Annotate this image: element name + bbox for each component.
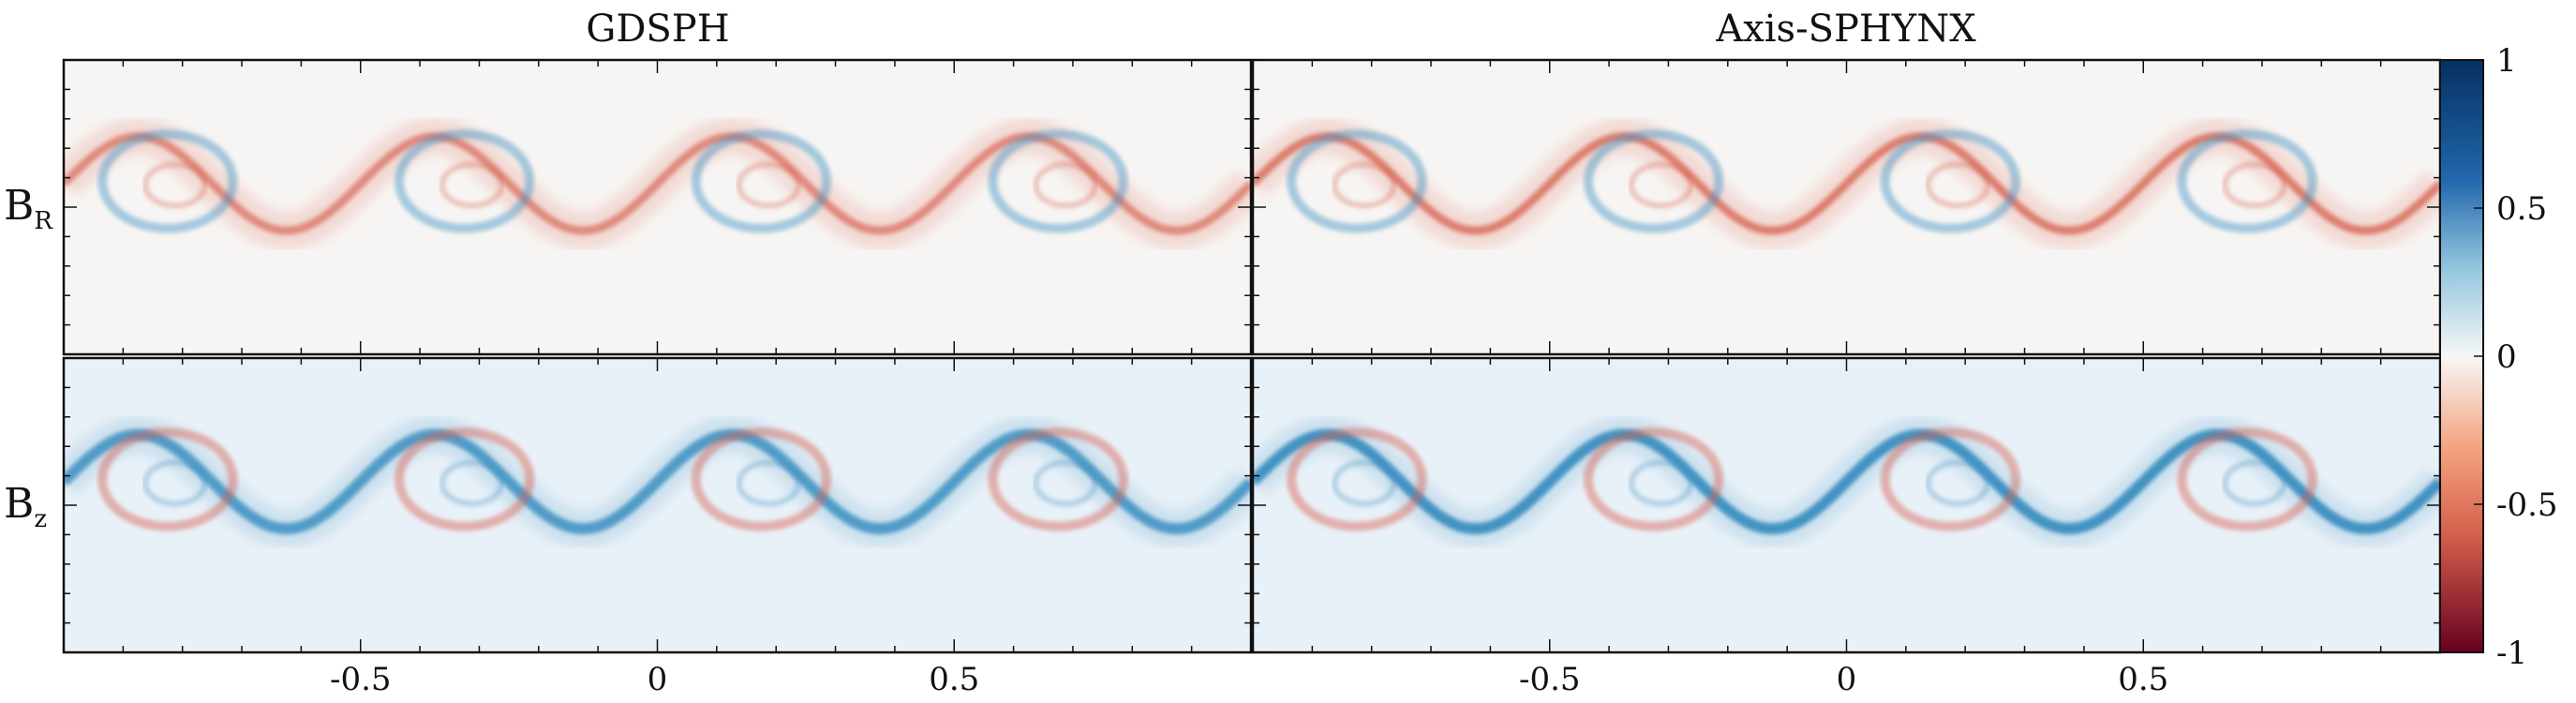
vortex-inner [2222, 459, 2287, 507]
vortex-inner [736, 459, 802, 507]
x-tick-labels: -0.5 0 0.5 -0.5 0 0.5 [330, 661, 2168, 698]
vortex-inner [439, 161, 505, 209]
vortex-inner [142, 459, 208, 507]
axis-ticks [63, 59, 2441, 653]
column-title-axis-sphynx: Axis-SPHYNX [1715, 7, 1976, 51]
x-tick-label: 0 [648, 661, 668, 698]
colorbar-tick-label: 0.5 [2496, 190, 2547, 228]
colorbar-tick-label: 1 [2496, 42, 2517, 80]
vortex-inner [1332, 161, 1397, 209]
field-sheet [64, 428, 1251, 534]
colorbar-ticks: 1 0.5 0 -0.5 -1 [2474, 42, 2558, 672]
colorbar-tick-label: -1 [2496, 635, 2527, 672]
vortex-outer [691, 129, 832, 233]
panel-gdsph-bz [64, 358, 1251, 652]
colorbar-tick-label: 0 [2496, 338, 2517, 376]
vortex-outer [1583, 427, 1724, 531]
vortex-outer [988, 427, 1128, 531]
column-title-gdsph: GDSPH [586, 7, 729, 51]
vortex-outer [1880, 129, 2021, 233]
vortex-inner [1033, 459, 1098, 507]
vortex-outer [988, 129, 1128, 233]
vortex-outer [1880, 427, 2021, 531]
vortex-outer [1287, 129, 1427, 233]
row-label-bz: Bz [4, 480, 47, 533]
colorbar-tick-label: -0.5 [2496, 486, 2558, 524]
vortex-inner [1033, 161, 1098, 209]
panel-axis-sphynx-bz [1253, 358, 2440, 652]
x-tick-label: -0.5 [330, 661, 392, 698]
vortex-inner [142, 161, 208, 209]
x-tick-label: 0.5 [929, 661, 979, 698]
vortex-outer [691, 427, 832, 531]
vortex-outer [394, 129, 535, 233]
field-sheet [1253, 132, 2440, 235]
vortex-outer [97, 427, 238, 531]
vortex-outer [2177, 129, 2317, 233]
vortex-inner [2222, 161, 2287, 209]
vortex-outer [1583, 129, 1724, 233]
vortex-inner [1925, 459, 1991, 507]
field-sheet [1253, 428, 2440, 534]
vortex-outer [2177, 427, 2317, 531]
vortex-outer [97, 129, 238, 233]
vortex-outer [394, 427, 535, 531]
vortex-inner [1628, 459, 1694, 507]
vortex-inner [736, 161, 802, 209]
vortex-outer [1287, 427, 1427, 531]
vortex-inner [439, 459, 505, 507]
vortex-inner [1628, 161, 1694, 209]
row-label-br: BR [4, 182, 53, 235]
vortex-inner [1925, 161, 1991, 209]
vortex-inner [1332, 459, 1397, 507]
panel-gdsph-br [64, 60, 1251, 354]
x-tick-label: 0 [1837, 661, 1857, 698]
x-tick-label: -0.5 [1519, 661, 1581, 698]
x-tick-label: 0.5 [2118, 661, 2168, 698]
panel-axis-sphynx-br [1253, 60, 2440, 354]
field-sheet [64, 132, 1251, 235]
